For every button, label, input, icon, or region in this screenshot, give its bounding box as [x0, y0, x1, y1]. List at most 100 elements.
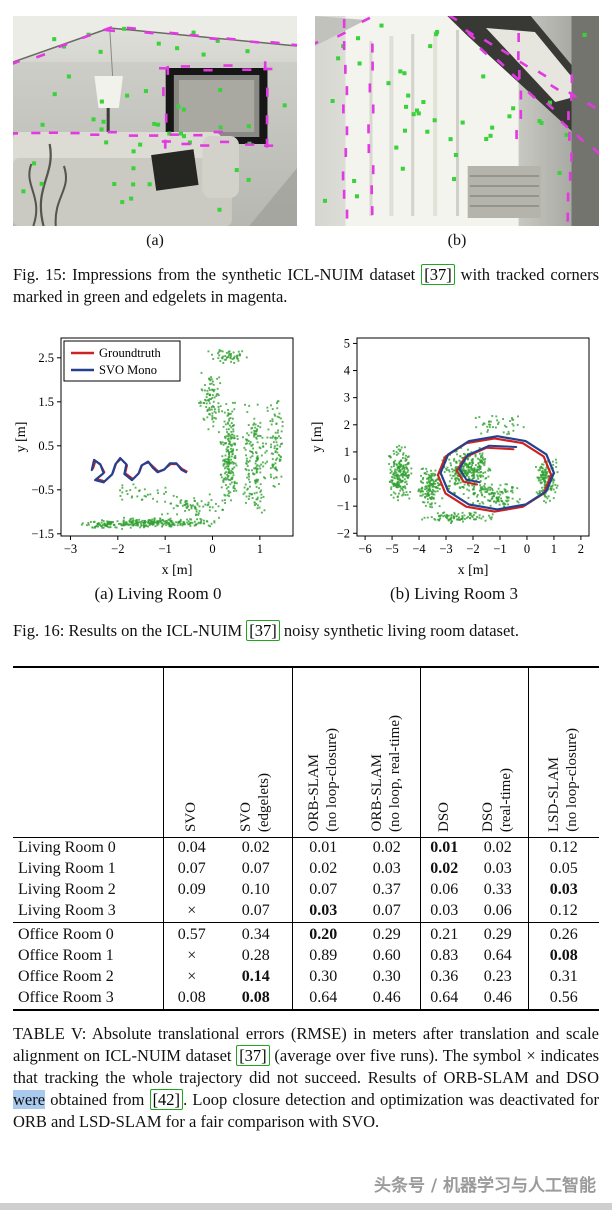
column-header: ORB-SLAM (no loop-closure): [291, 666, 354, 838]
table-cell: 0.89: [291, 945, 354, 967]
table-row: Living Room 0 0.04 0.02 0.01 0.02 0.01 0.02 0.1…: [13, 837, 599, 859]
table-v-caption: TABLE V: Absolute translational errors (…: [13, 1023, 599, 1133]
figure-15-caption: Fig. 15: Impressions from the synthetic …: [13, 264, 599, 308]
caption-text: with tracked corners marked in green and…: [13, 265, 599, 306]
toutiao-watermark: 头条号 / 机器学习与人工智能: [373, 1176, 596, 1196]
table-cell: 0.02: [483, 839, 512, 857]
svg-text:x [m]: x [m]: [162, 563, 193, 578]
table-cell: 0.03: [372, 860, 401, 878]
table-cell: 0.07: [372, 902, 401, 920]
table-cell: 0.31: [527, 966, 599, 988]
table-row: Living Room 2 0.09 0.10 0.07 0.37 0.06 0.33 0.0…: [13, 879, 599, 901]
table-cell: 0.37: [372, 881, 401, 899]
svg-text:3: 3: [344, 391, 350, 405]
svg-text:−2: −2: [466, 542, 479, 556]
table-cell: 0.21: [419, 921, 468, 946]
table-cell: 0.83: [419, 945, 468, 967]
table-cell: 0.08: [162, 987, 220, 1010]
subfigure-a: (a): [13, 16, 297, 252]
table-cell: 0.09: [162, 879, 220, 901]
svg-text:y [m]: y [m]: [310, 422, 325, 453]
column-header: ORB-SLAM (no loop, real-time): [354, 666, 420, 838]
citation-37-link[interactable]: [37]: [246, 619, 280, 641]
table-cell: 0.03: [527, 879, 599, 901]
caption-text: Fig. 16: Results on the ICL-NUIM: [13, 620, 247, 640]
row-label: Office Room 2: [18, 968, 114, 986]
table-cell: 0.34: [220, 921, 292, 946]
table-cell: 0.30: [372, 968, 401, 986]
svg-text:y [m]: y [m]: [14, 422, 29, 453]
caption-text: obtained from: [45, 1089, 150, 1109]
svg-text:0: 0: [524, 542, 530, 556]
svg-text:2.5: 2.5: [38, 351, 54, 365]
table-cell: 0.12: [527, 837, 599, 859]
svg-text:x [m]: x [m]: [458, 563, 489, 578]
row-label: Living Room 1: [18, 860, 116, 878]
table-cell: 0.03: [419, 900, 468, 923]
table-cell: 0.04: [162, 837, 220, 859]
svg-text:0.5: 0.5: [38, 439, 54, 453]
map-point-cloud: [388, 414, 559, 524]
svg-text:4: 4: [344, 363, 351, 377]
table-cell: 0.20: [291, 921, 354, 946]
trajectory-plot-living-room-0: −3 −2 −1 0 1 −1.5 −0.5 0.5 1.5 2.5 x [m] y [m] Groun…: [14, 337, 294, 578]
svg-text:−3: −3: [439, 542, 452, 556]
table-cell: 0.60: [372, 947, 401, 965]
caption-text: . Loop closure detection and optimizatio…: [13, 1089, 599, 1131]
svg-text:Groundtruth: Groundtruth: [99, 346, 162, 360]
svg-text:1.5: 1.5: [38, 395, 54, 409]
caption-text: TABLE V: Absolute translational errors (…: [13, 1023, 599, 1065]
svg-text:−1: −1: [337, 499, 350, 513]
svg-text:−6: −6: [358, 542, 371, 556]
row-label: Living Room 0: [18, 839, 116, 857]
trajectory-segment: [458, 444, 518, 484]
trajectory-svo-mono: [90, 456, 188, 484]
results-table: SVO SVO (edgelets) ORB-SLAM (no loop-closure…: [13, 665, 599, 1011]
paper-page: (a): [13, 16, 599, 1133]
table-cell: 0.05: [527, 858, 599, 880]
citation-37-link[interactable]: [37]: [421, 264, 455, 285]
table-cell: 0.08: [527, 945, 599, 967]
column-header: LSD-SLAM (no loop-closure): [527, 666, 599, 838]
citation-42-link[interactable]: [42]: [149, 1088, 184, 1110]
table-cell: 0.06: [419, 879, 468, 901]
table-cell: 0.07: [241, 902, 270, 920]
bottom-gray-bar: [0, 1203, 612, 1210]
trajectory-groundtruth: [436, 437, 553, 513]
map-point-cloud: [80, 348, 284, 530]
svg-text:−1: −1: [493, 542, 506, 556]
svg-text:−4: −4: [412, 542, 426, 556]
plot-a-label: (a) Living Room 0: [94, 583, 222, 603]
figure-15-images: (a): [13, 16, 599, 252]
table-cell: 0.02: [291, 858, 354, 880]
table-cell: 0.07: [162, 858, 220, 880]
citation-37-link[interactable]: [37]: [236, 1044, 270, 1066]
svg-text:1: 1: [257, 542, 263, 556]
table-cell: 0.29: [468, 921, 528, 946]
row-label: Office Room 1: [18, 947, 114, 965]
table-cell: 0.46: [372, 989, 401, 1007]
column-header: DSO (real-time): [468, 666, 528, 838]
table-cell: 0.56: [527, 987, 599, 1010]
table-cell: 0.28: [241, 947, 270, 965]
table-cell: 0.23: [483, 968, 512, 986]
svg-text:1: 1: [344, 445, 350, 459]
table-cell: 0.12: [527, 900, 599, 923]
svg-text:0: 0: [209, 542, 215, 556]
table-cell: 0.03: [291, 900, 354, 923]
row-label-header: [13, 666, 163, 838]
row-label: Office Room 3: [18, 989, 114, 1007]
svg-text:5: 5: [344, 336, 350, 350]
table-cell: 0.07: [241, 860, 270, 878]
table-cell: ×: [162, 966, 220, 988]
svg-text:−1: −1: [159, 542, 172, 556]
svg-text:−3: −3: [64, 542, 77, 556]
svg-text:−2: −2: [337, 526, 350, 540]
trajectory-segment: [455, 446, 515, 486]
table-row: Office Room 1 × 0.28 0.89 0.60 0.83 0.64 0.08: [13, 945, 599, 967]
table-cell: 0.36: [419, 966, 468, 988]
table-cell: 0.14: [241, 968, 270, 986]
table-cell: 0.10: [241, 881, 270, 899]
table-cell: 0.29: [354, 921, 420, 946]
table-cell: 0.08: [241, 989, 270, 1007]
